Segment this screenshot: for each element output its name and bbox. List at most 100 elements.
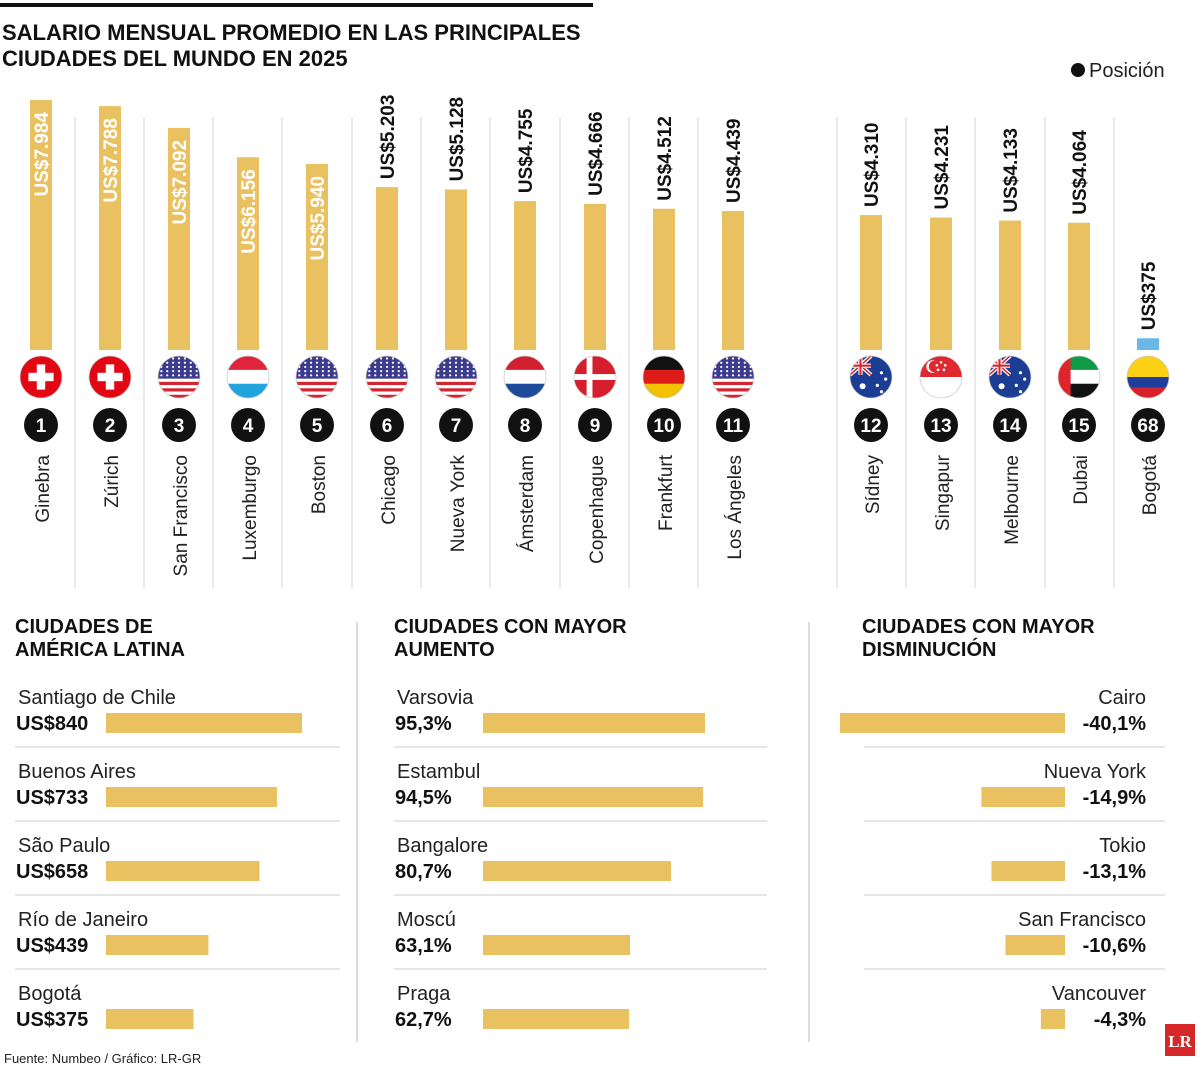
panel-row: Tokio -13,1% [864, 835, 1165, 896]
bar [445, 189, 467, 350]
row-name: Bogotá [18, 983, 82, 1005]
source-note: Fuente: Numbeo / Gráfico: LR-GR [4, 1051, 201, 1066]
chart-title-line-2: CIUDADES DEL MUNDO EN 2025 [2, 46, 348, 71]
panel-row: São Paulo US$658 [15, 835, 340, 896]
bar [653, 208, 675, 350]
row-bar [483, 1009, 630, 1029]
australia-flag-icon [988, 355, 1032, 399]
position-badge [647, 408, 681, 442]
panel-row: Estambul 94,5% [394, 761, 767, 822]
position-badge [370, 408, 404, 442]
city-label: Frankfurt [656, 454, 677, 531]
row-name: Río de Janeiro [18, 909, 148, 931]
position-number: 3 [174, 416, 185, 437]
position-number: 5 [312, 416, 323, 437]
bar-group: US$5.203 6 Chicago [365, 95, 409, 525]
value-label: US$4.133 [1001, 128, 1022, 213]
row-value: US$658 [16, 861, 88, 883]
value-label: US$5.940 [308, 176, 329, 261]
position-number: 6 [382, 416, 393, 437]
row-bar [1005, 935, 1065, 955]
value-label: US$6.156 [239, 169, 260, 254]
value-label: US$5.203 [378, 95, 399, 180]
value-label: US$7.788 [101, 118, 122, 203]
panel-row: Vancouver -4,3% [1040, 983, 1146, 1031]
row-bar [106, 1009, 194, 1029]
row-value: US$840 [16, 713, 88, 735]
position-number: 1 [36, 416, 47, 437]
city-label: Singapur [933, 454, 954, 531]
bar-group: US$4.064 15 Dubai [1057, 130, 1101, 505]
position-badge [993, 408, 1027, 442]
panel-row: Moscú 63,1% [394, 909, 767, 970]
position-badge [854, 408, 888, 442]
position-number: 13 [930, 416, 951, 437]
bar-group: US$4.666 9 Copenhague [573, 111, 617, 564]
city-label: San Francisco [171, 455, 192, 576]
panel-row: Bangalore 80,7% [394, 835, 767, 896]
panel-row: San Francisco -10,6% [864, 909, 1165, 970]
bar-group: US$5.940 5 Boston [295, 164, 339, 514]
row-bar [991, 861, 1065, 881]
lr-logo-text: LR [1168, 1032, 1192, 1051]
value-label: US$4.064 [1070, 130, 1091, 215]
chart-title-line-1: SALARIO MENSUAL PROMEDIO EN LAS PRINCIPA… [2, 20, 581, 45]
bar [999, 220, 1021, 350]
panel-title-line-2: DISMINUCIÓN [862, 637, 996, 661]
position-number: 14 [999, 416, 1021, 437]
usa-flag-icon [295, 355, 339, 399]
panel-title-line-1: CIUDADES DE [15, 616, 153, 638]
row-name: Estambul [397, 761, 480, 783]
colombia-flag-icon [1126, 355, 1170, 399]
position-number: 9 [590, 416, 601, 437]
city-label: Dubai [1071, 455, 1092, 505]
position-number: 8 [520, 416, 531, 437]
panel-row: Cairo -40,1% [840, 687, 1165, 748]
position-badge [93, 408, 127, 442]
bar [237, 157, 259, 350]
row-value: 62,7% [395, 1009, 452, 1031]
value-label: US$4.439 [724, 118, 745, 203]
bar [860, 215, 882, 350]
position-number: 15 [1068, 416, 1090, 437]
bar-group: US$7.092 3 San Francisco [157, 127, 201, 576]
panel-row: Buenos Aires US$733 [15, 761, 340, 822]
position-badge [924, 408, 958, 442]
bar-group: US$4.310 12 Sídney [849, 123, 893, 514]
title-rule [0, 3, 593, 7]
luxembourg-flag-icon [226, 355, 270, 399]
bar [584, 203, 606, 350]
panel-row: Bogotá US$375 [16, 983, 194, 1031]
position-badge [24, 408, 58, 442]
uae-flag-icon [1057, 355, 1101, 399]
panel-row: Santiago de Chile US$840 [15, 687, 340, 748]
position-badge [1131, 408, 1165, 442]
panel-row: Río de Janeiro US$439 [15, 909, 340, 970]
row-name: Praga [397, 983, 451, 1005]
position-number: 10 [653, 416, 674, 437]
row-value: US$439 [16, 935, 88, 957]
usa-flag-icon [365, 355, 409, 399]
singapore-flag-icon [919, 355, 963, 399]
city-label: Ginebra [33, 455, 54, 523]
city-label: Chicago [379, 455, 400, 525]
row-bar [981, 787, 1065, 807]
position-badge [439, 408, 473, 442]
row-value: -40,1% [1083, 713, 1147, 735]
city-label: Nueva York [448, 455, 469, 553]
row-bar [106, 861, 260, 881]
position-badge [1062, 408, 1096, 442]
row-bar [106, 935, 209, 955]
value-label: US$4.666 [586, 111, 607, 196]
position-badge [716, 408, 750, 442]
panel-title-line-2: AMÉRICA LATINA [15, 638, 185, 661]
bar-group: US$5.128 7 Nueva York [434, 97, 478, 553]
row-bar [483, 861, 671, 881]
bar [306, 164, 328, 350]
panel-title-line-1: CIUDADES CON MAYOR [394, 616, 627, 638]
position-number: 4 [243, 416, 254, 437]
position-number: 2 [105, 416, 116, 437]
city-label: Melbourne [1002, 455, 1023, 545]
